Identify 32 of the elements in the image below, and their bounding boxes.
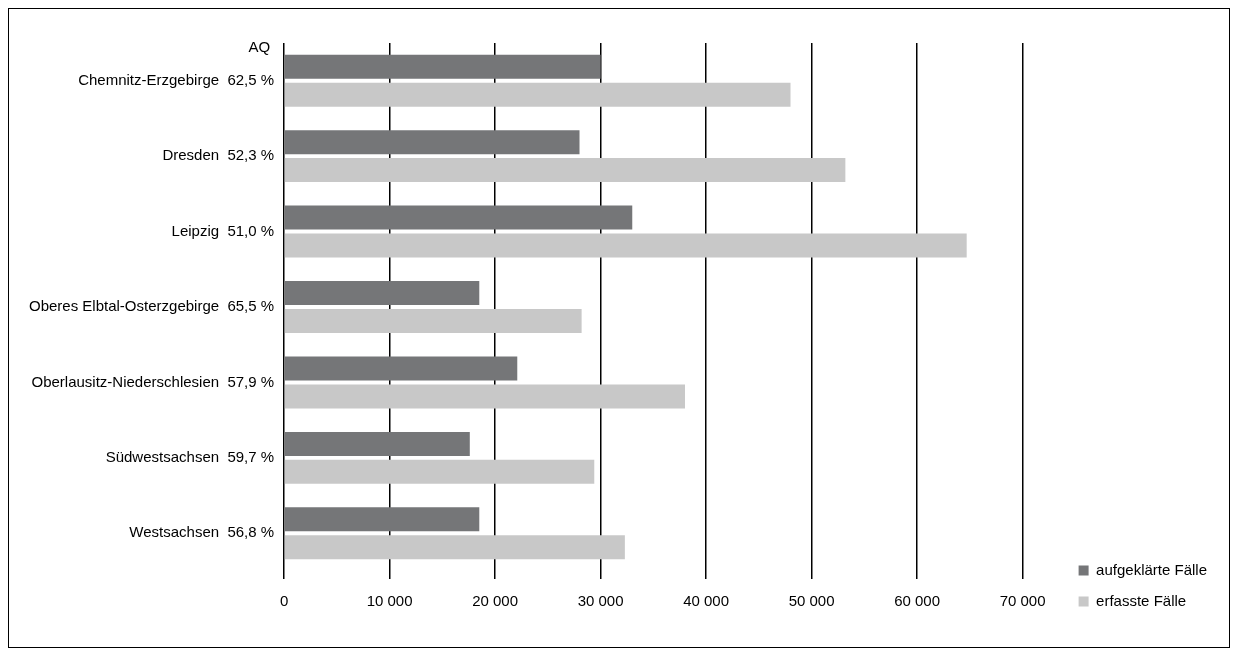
legend-label: erfasste Fälle <box>1096 591 1187 609</box>
bar <box>284 54 601 79</box>
y-tick-label: Oberes Elbtal-Osterzgebirge 65,5 % <box>28 297 275 315</box>
x-tick-label: 50 000 <box>788 592 835 610</box>
x-tick-label: 60 000 <box>894 592 941 610</box>
bar <box>284 459 595 484</box>
x-tick-label: 70 000 <box>999 592 1046 610</box>
bar <box>284 431 470 456</box>
bar <box>284 205 633 230</box>
bar <box>284 507 480 532</box>
y-tick-label: Chemnitz-Erzgebirge 62,5 % <box>78 70 275 88</box>
bar <box>284 233 967 258</box>
bar <box>284 158 846 183</box>
y-tick-label: Südwestsachsen 59,7 % <box>105 448 275 465</box>
bar <box>284 281 480 306</box>
x-tick-label: 30 000 <box>577 592 624 610</box>
x-tick-label: 40 000 <box>683 592 730 610</box>
bar <box>284 356 518 381</box>
y-tick-label: Westsachsen 56,8 % <box>129 523 275 541</box>
x-tick-label: 20 000 <box>472 592 519 610</box>
bar <box>284 130 580 155</box>
legend-label: aufgeklärte Fälle <box>1096 560 1208 578</box>
bar <box>284 384 686 409</box>
x-tick-label: 0 <box>279 592 289 610</box>
bar <box>284 308 582 333</box>
bar <box>284 535 625 560</box>
x-tick-label: 10 000 <box>366 592 413 610</box>
bar <box>284 82 791 107</box>
text: AQ <box>248 37 271 55</box>
y-tick-label: Dresden 52,3 % <box>162 146 275 164</box>
y-tick-label: Oberlausitz-Niederschlesien 57,9 % <box>31 372 275 390</box>
y-tick-label: Leipzig 51,0 % <box>171 221 275 239</box>
